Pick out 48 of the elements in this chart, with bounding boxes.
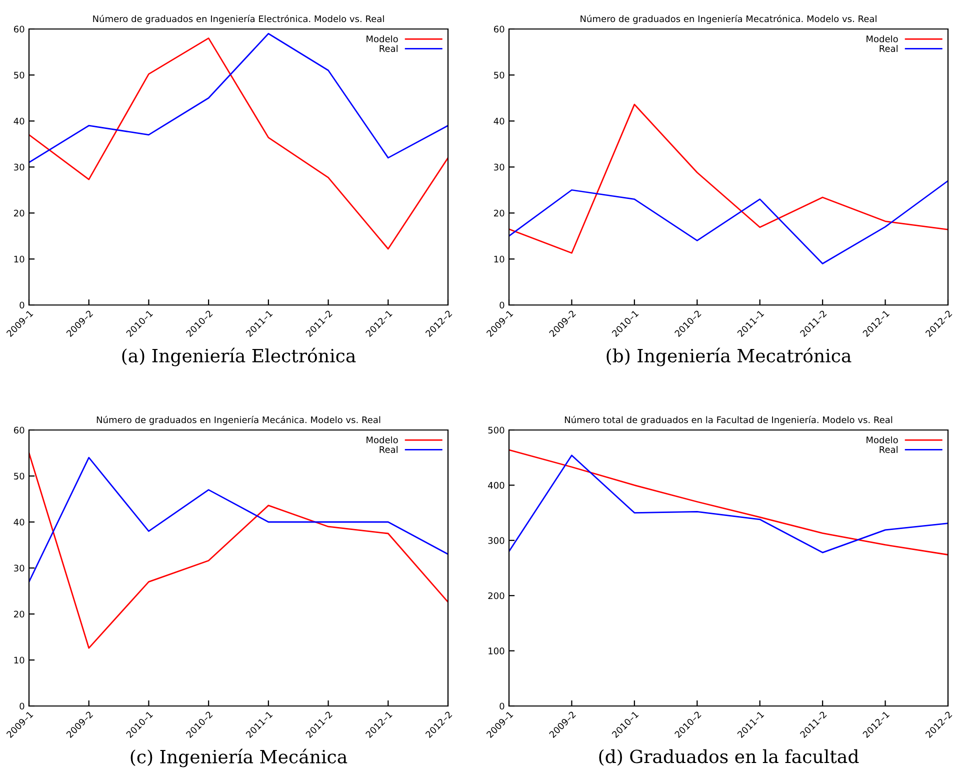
legend-label: Modelo	[366, 35, 398, 42]
y-tick-label: 50	[494, 72, 504, 79]
y-tick-label: 20	[14, 210, 24, 217]
legend-label: Real	[880, 446, 898, 453]
y-tick-label: 50	[14, 472, 24, 480]
text: (b) Ingeniería Mecatrónica	[606, 348, 852, 366]
y-tick-label: 60	[494, 26, 504, 33]
y-tick-label: 0	[20, 702, 24, 710]
y-tick-label: 60	[14, 426, 24, 434]
y-tick-label: 40	[494, 118, 504, 125]
line-series	[509, 104, 948, 254]
y-tick-label: 10	[14, 256, 24, 263]
text: (d) Graduados en la facultad	[599, 749, 859, 766]
y-tick-label: 10	[14, 656, 24, 664]
y-tick-label: 50	[14, 72, 24, 79]
y-tick-label: 0	[20, 302, 24, 309]
chart-title: Número total de graduados en la Facultad de Ingeniería. Modelo vs. Real	[564, 416, 892, 425]
y-tick-label: 30	[494, 164, 504, 171]
y-tick-label: 500	[488, 426, 504, 434]
y-tick-label: 30	[14, 564, 24, 572]
chart-title: Número de graduados en Ingeniería Mecánica. Modelo vs. Real	[96, 416, 380, 425]
y-tick-label: 0	[500, 702, 504, 710]
line-series	[29, 32, 448, 164]
y-tick-label: 200	[488, 592, 504, 600]
y-tick-label: 60	[14, 26, 24, 33]
y-tick-label: 30	[14, 164, 24, 171]
y-tick-label: 300	[488, 537, 504, 544]
y-tick-label: 20	[14, 610, 24, 618]
line-series	[509, 180, 948, 264]
chart-title: Número de graduados en Ingeniería Mecatrónica. Modelo vs. Real	[580, 14, 876, 24]
text: (a) Ingeniería Electrónica	[122, 348, 356, 366]
chart-title: Número de graduados en Ingeniería Electrónica. Modelo vs. Real	[93, 14, 384, 24]
legend-label: Modelo	[866, 35, 898, 42]
y-tick-label: 40	[14, 518, 24, 526]
y-tick-label: 400	[488, 482, 504, 489]
legend-label: Modelo	[366, 436, 398, 444]
y-tick-label: 0	[500, 302, 504, 309]
y-tick-label: 40	[14, 118, 24, 125]
legend-label: Modelo	[866, 436, 898, 444]
y-tick-label: 20	[494, 210, 504, 217]
line-series	[29, 452, 448, 649]
legend-label: Real	[380, 446, 398, 453]
legend-label: Real	[380, 44, 398, 52]
line-series	[29, 456, 448, 582]
y-tick-label: 10	[494, 256, 504, 263]
text: (c) Ingeniería Mecánica	[130, 748, 348, 768]
legend-label: Real	[880, 44, 898, 52]
y-tick-label: 100	[488, 648, 504, 654]
